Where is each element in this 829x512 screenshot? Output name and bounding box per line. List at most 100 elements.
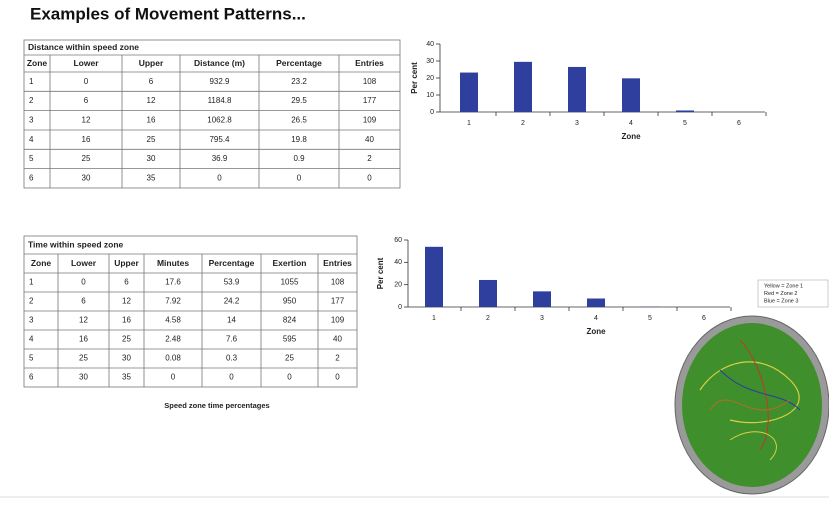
x-axis-label: Zone bbox=[586, 327, 606, 336]
table-cell: 40 bbox=[333, 335, 342, 344]
table-cell: 12 bbox=[147, 96, 156, 105]
y-tick-label: 10 bbox=[426, 92, 434, 99]
table-cell: 2.48 bbox=[165, 335, 181, 344]
table-cell: 53.9 bbox=[224, 278, 240, 287]
table-cell: 7.6 bbox=[226, 335, 238, 344]
table-cell: 12 bbox=[79, 316, 88, 325]
table-cell: 16 bbox=[147, 115, 156, 124]
table-cell: 0 bbox=[229, 373, 234, 382]
image-legend-entry: Blue = Zone 3 bbox=[764, 298, 798, 304]
y-tick-label: 40 bbox=[394, 259, 402, 266]
y-tick-label: 40 bbox=[426, 41, 434, 48]
x-tick-label: 4 bbox=[629, 120, 633, 127]
figure-caption: Speed zone time percentages bbox=[164, 401, 269, 410]
table-cell: 6 bbox=[124, 278, 129, 287]
x-tick-label: 5 bbox=[648, 315, 652, 322]
table-cell: 23.2 bbox=[291, 77, 307, 86]
table-header: Zone bbox=[27, 58, 48, 68]
table-cell: 0 bbox=[297, 173, 302, 182]
table-cell: 12 bbox=[122, 297, 131, 306]
table-cell: 824 bbox=[283, 316, 297, 325]
table-cell: 950 bbox=[283, 297, 297, 306]
table-cell: 0 bbox=[335, 373, 340, 382]
table-cell: 0 bbox=[81, 278, 86, 287]
table-cell: 4.58 bbox=[165, 316, 181, 325]
y-tick-label: 20 bbox=[426, 75, 434, 82]
image-legend-entry: Yellow = Zone 1 bbox=[764, 283, 803, 289]
table-cell: 30 bbox=[147, 154, 156, 163]
x-axis-label: Zone bbox=[621, 132, 641, 141]
table-cell: 932.9 bbox=[209, 77, 230, 86]
table-cell: 4 bbox=[29, 335, 34, 344]
table-cell: 26.5 bbox=[291, 115, 307, 124]
y-axis-label: Per cent bbox=[410, 62, 419, 94]
table-cell: 30 bbox=[122, 354, 131, 363]
x-tick-label: 1 bbox=[467, 120, 471, 127]
table-cell: 17.6 bbox=[165, 278, 181, 287]
table-cell: 2 bbox=[29, 96, 34, 105]
page-title: Examples of Movement Patterns... bbox=[30, 4, 306, 23]
x-tick-label: 2 bbox=[486, 315, 490, 322]
table-header: Entries bbox=[355, 58, 384, 68]
table-cell: 0.9 bbox=[293, 154, 305, 163]
table-cell: 25 bbox=[147, 135, 156, 144]
table-cell: 1055 bbox=[281, 278, 299, 287]
table-cell: 36.9 bbox=[212, 154, 228, 163]
table-cell: 1062.8 bbox=[207, 115, 232, 124]
table-cell: 0 bbox=[217, 173, 222, 182]
table-cell: 177 bbox=[363, 96, 377, 105]
table-cell: 1 bbox=[29, 278, 34, 287]
table-cell: 3 bbox=[29, 316, 34, 325]
table-cell: 30 bbox=[82, 173, 91, 182]
bar bbox=[587, 299, 605, 307]
table-caption: Distance within speed zone bbox=[28, 42, 139, 52]
table-cell: 25 bbox=[82, 154, 91, 163]
table-cell: 16 bbox=[82, 135, 91, 144]
table-cell: 19.8 bbox=[291, 135, 307, 144]
bar bbox=[514, 62, 532, 112]
table-header: Upper bbox=[139, 58, 164, 68]
bar bbox=[425, 247, 443, 307]
table-cell: 30 bbox=[79, 373, 88, 382]
table-cell: 108 bbox=[331, 278, 345, 287]
table-cell: 14 bbox=[227, 316, 236, 325]
table-cell: 6 bbox=[84, 96, 89, 105]
table-cell: 6 bbox=[29, 373, 34, 382]
bar bbox=[622, 78, 640, 112]
table-header: Minutes bbox=[157, 258, 189, 268]
table-header: Percentage bbox=[276, 58, 322, 68]
table-cell: 109 bbox=[331, 316, 345, 325]
table-cell: 40 bbox=[365, 135, 374, 144]
x-tick-label: 3 bbox=[540, 315, 544, 322]
table-header: Exertion bbox=[272, 258, 306, 268]
table-cell: 5 bbox=[29, 354, 34, 363]
x-tick-label: 1 bbox=[432, 315, 436, 322]
table-cell: 0.3 bbox=[226, 354, 238, 363]
table-cell: 795.4 bbox=[209, 135, 230, 144]
bar bbox=[460, 73, 478, 112]
table-cell: 4 bbox=[29, 135, 34, 144]
table-cell: 25 bbox=[122, 335, 131, 344]
x-tick-label: 3 bbox=[575, 120, 579, 127]
table-cell: 35 bbox=[147, 173, 156, 182]
table-cell: 25 bbox=[79, 354, 88, 363]
x-tick-label: 5 bbox=[683, 120, 687, 127]
table-cell: 0 bbox=[287, 373, 292, 382]
table-header: Entries bbox=[323, 258, 352, 268]
table-cell: 6 bbox=[149, 77, 154, 86]
table-cell: 6 bbox=[81, 297, 86, 306]
y-tick-label: 0 bbox=[430, 109, 434, 116]
field-image bbox=[675, 316, 829, 494]
y-tick-label: 20 bbox=[394, 282, 402, 289]
table-cell: 109 bbox=[363, 115, 377, 124]
table-cell: 12 bbox=[82, 115, 91, 124]
table-cell: 16 bbox=[122, 316, 131, 325]
table-header: Zone bbox=[31, 258, 52, 268]
table-cell: 0.08 bbox=[165, 354, 181, 363]
bar bbox=[568, 67, 586, 112]
y-tick-label: 60 bbox=[394, 237, 402, 244]
bar bbox=[676, 110, 694, 112]
table-cell: 1184.8 bbox=[208, 96, 232, 105]
table-cell: 2 bbox=[29, 297, 34, 306]
